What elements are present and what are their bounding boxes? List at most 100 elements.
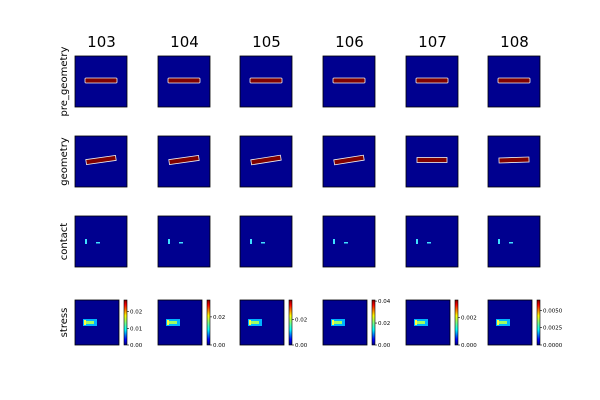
- contact-marker-right: [427, 242, 431, 244]
- colorbar-strip: [123, 299, 128, 346]
- panel-pre-geometry-104: [157, 55, 211, 108]
- colorbar-tick-label: 0.00: [130, 343, 143, 349]
- panel-stress-106: [322, 299, 368, 346]
- column-title-104: 104: [170, 33, 199, 51]
- panels: [74, 55, 541, 346]
- row-label-pre-geometry: pre_geometry: [59, 46, 70, 116]
- column-titles: 103 104 105 106 107 108: [87, 33, 529, 51]
- contact-marker-right: [261, 242, 265, 244]
- colorbar-103: 0.00 0.01 0.02: [123, 299, 143, 349]
- column-title-106: 106: [335, 33, 364, 51]
- colorbar-strip: [536, 299, 541, 346]
- colorbar-105: 0.00 0.02: [288, 299, 308, 349]
- row-label-contact: contact: [59, 223, 70, 261]
- panel-contact-105: [239, 215, 293, 268]
- panel-contact-107: [405, 215, 459, 268]
- stress-peak: [249, 320, 251, 325]
- row-label-geometry: geometry: [59, 137, 70, 186]
- panel-geometry-107: [405, 135, 459, 188]
- contact-marker-right: [179, 242, 183, 244]
- beam-bar-deformed: [416, 157, 448, 163]
- colorbar-107: 0.000 0.002: [454, 299, 477, 349]
- row-labels: pre_geometry geometry contact stress: [59, 46, 70, 337]
- colorbar-104: 0.00 0.02: [206, 299, 226, 349]
- beam-bar: [84, 77, 118, 84]
- panel-background: [239, 215, 293, 268]
- beam-bar-deformed: [168, 154, 200, 166]
- panel-stress-108: [487, 299, 533, 346]
- panel-background: [405, 215, 459, 268]
- contact-marker-right: [96, 242, 100, 244]
- colorbar-tick-label: 0.0050: [543, 308, 563, 314]
- panel-contact-103: [74, 215, 128, 268]
- beam-bar: [332, 77, 366, 84]
- panel-stress-104: [157, 299, 203, 346]
- colorbar-strip: [454, 299, 459, 346]
- contact-marker-left: [85, 239, 87, 244]
- colorbar-tick-label: 0.02: [295, 317, 307, 323]
- stress-core: [85, 321, 94, 324]
- panel-geometry-103: [74, 135, 128, 188]
- panel-geometry-104: [157, 135, 211, 188]
- panel-pre-geometry-107: [405, 55, 459, 108]
- panel-contact-104: [157, 215, 211, 268]
- column-title-103: 103: [87, 33, 116, 51]
- stress-peak: [497, 320, 499, 325]
- panel-pre-geometry-106: [322, 55, 376, 108]
- column-title-108: 108: [500, 33, 529, 51]
- contact-marker-left: [333, 239, 335, 244]
- colorbar-106: 0.00 0.02 0.04: [371, 299, 391, 349]
- colorbar-tick-label: 0.04: [378, 299, 391, 305]
- panel-stress-107: [405, 299, 451, 346]
- colorbar-tick-label: 0.00: [295, 343, 308, 349]
- colorbar-tick-label: 0.0000: [543, 343, 563, 349]
- panel-pre-geometry-103: [74, 55, 128, 108]
- stress-colorbars: 0.00 0.01 0.02 0.00 0.02 0.00 0.02 0.00 0.02 0.04…: [123, 299, 563, 349]
- contact-marker-left: [250, 239, 252, 244]
- panel-stress-105: [239, 299, 285, 346]
- beam-bar-deformed: [498, 156, 530, 164]
- beam-bar: [167, 77, 201, 84]
- colorbar-tick-label: 0.0025: [543, 326, 563, 332]
- beam-bar: [249, 77, 283, 84]
- colorbar-tick-label: 0.002: [461, 316, 477, 322]
- colorbar-108: 0.0000 0.0025 0.0050: [536, 299, 563, 349]
- colorbar-strip: [371, 299, 376, 346]
- stress-peak: [332, 320, 334, 325]
- colorbar-tick-label: 0.02: [130, 310, 142, 316]
- colorbar-tick-label: 0.000: [461, 343, 477, 349]
- panel-contact-108: [487, 215, 541, 268]
- panel-stress-103: [74, 299, 120, 346]
- beam-bar: [497, 77, 531, 84]
- panel-geometry-108: [487, 135, 541, 188]
- panel-geometry-105: [239, 135, 293, 188]
- panel-contact-106: [322, 215, 376, 268]
- stress-core: [416, 321, 425, 324]
- stress-core: [168, 321, 177, 324]
- contact-marker-right: [344, 242, 348, 244]
- panel-background: [322, 215, 376, 268]
- row-label-stress: stress: [59, 308, 70, 338]
- contact-marker-right: [509, 242, 513, 244]
- colorbar-strip: [288, 299, 293, 346]
- colorbar-tick-label: 0.00: [213, 343, 226, 349]
- column-title-105: 105: [252, 33, 281, 51]
- stress-core: [333, 321, 342, 324]
- contact-marker-left: [168, 239, 170, 244]
- colorbar-strip: [206, 299, 211, 346]
- stress-peak: [415, 320, 417, 325]
- colorbar-tick-label: 0.02: [378, 321, 390, 327]
- stress-core: [498, 321, 507, 324]
- panel-background: [157, 215, 211, 268]
- panel-background: [74, 215, 128, 268]
- panel-pre-geometry-105: [239, 55, 293, 108]
- beam-bar: [415, 77, 449, 84]
- colorbar-tick-label: 0.01: [130, 326, 142, 332]
- contact-marker-left: [498, 239, 500, 244]
- colorbar-tick-label: 0.02: [213, 315, 225, 321]
- stress-peak: [84, 320, 86, 325]
- beam-bar-deformed: [250, 154, 282, 166]
- panel-geometry-106: [322, 135, 376, 188]
- colorbar-tick-label: 0.00: [378, 343, 391, 349]
